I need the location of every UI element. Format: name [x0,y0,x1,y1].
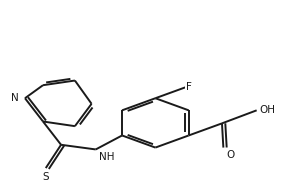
Text: NH: NH [99,152,114,162]
Text: N: N [11,93,19,103]
Text: S: S [42,172,49,182]
Text: OH: OH [259,105,275,115]
Text: O: O [226,150,234,160]
Text: F: F [186,82,192,92]
